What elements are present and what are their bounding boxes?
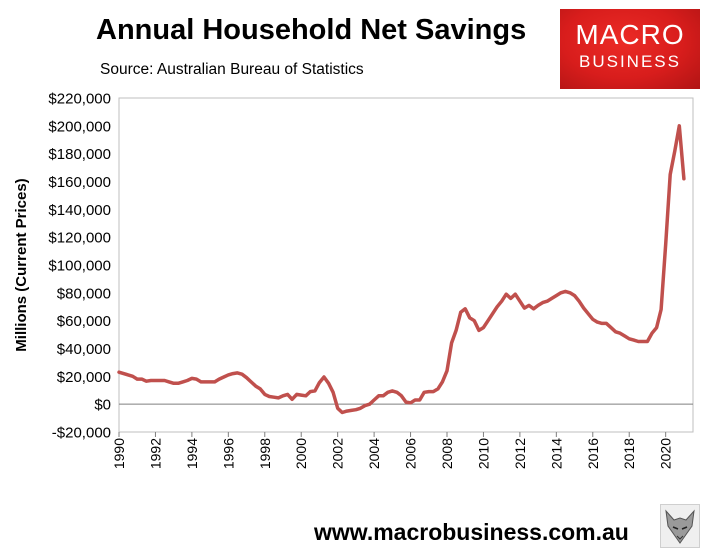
x-tick-label: 1990 bbox=[111, 438, 127, 469]
x-tick-label: 2002 bbox=[330, 438, 346, 469]
x-tick-label: 1992 bbox=[147, 438, 163, 469]
y-tick-label: $80,000 bbox=[57, 285, 111, 302]
x-tick-label: 2004 bbox=[366, 438, 382, 469]
fox-icon bbox=[660, 504, 700, 548]
x-tick-label: 2014 bbox=[548, 438, 564, 469]
x-tick-label: 1996 bbox=[220, 438, 236, 469]
x-tick-label: 2000 bbox=[293, 438, 309, 469]
y-tick-label: $160,000 bbox=[48, 174, 111, 191]
x-tick-label: 1994 bbox=[184, 438, 200, 469]
y-tick-label: -$20,000 bbox=[52, 425, 111, 442]
series-line-household-net-savings bbox=[117, 124, 686, 415]
y-tick-label: $200,000 bbox=[48, 118, 111, 135]
plot-area bbox=[118, 97, 694, 433]
y-tick-label: $100,000 bbox=[48, 258, 111, 275]
logo-line-1: MACRO bbox=[575, 19, 685, 50]
x-tick-label: 2018 bbox=[621, 438, 637, 469]
x-tick-label: 2008 bbox=[439, 438, 455, 469]
x-tick-label: 2020 bbox=[658, 438, 674, 469]
y-tick-label: $120,000 bbox=[48, 230, 111, 247]
y-tick-label: $0 bbox=[94, 397, 111, 414]
chart-subtitle: Source: Australian Bureau of Statistics bbox=[100, 61, 364, 78]
y-tick-label: $180,000 bbox=[48, 146, 111, 163]
y-tick-label: $140,000 bbox=[48, 202, 111, 219]
y-tick-label: $60,000 bbox=[57, 313, 111, 330]
macrobusiness-logo[interactable]: MACRO BUSINESS bbox=[560, 9, 700, 89]
y-axis-title: Millions (Current Prices) bbox=[13, 178, 30, 351]
x-tick-label: 2016 bbox=[585, 438, 601, 469]
x-tick-label: 2012 bbox=[512, 438, 528, 469]
y-tick-label: $220,000 bbox=[48, 91, 111, 108]
logo-line-2: BUSINESS bbox=[579, 52, 681, 71]
footer-website-url[interactable]: www.macrobusiness.com.au bbox=[314, 519, 629, 545]
chart-title: Annual Household Net Savings bbox=[96, 14, 527, 46]
x-tick-label: 2006 bbox=[403, 438, 419, 469]
x-tick-label: 2010 bbox=[475, 438, 491, 469]
x-tick-label: 1998 bbox=[257, 438, 273, 469]
y-tick-label: $20,000 bbox=[57, 369, 111, 386]
y-tick-label: $40,000 bbox=[57, 341, 111, 358]
